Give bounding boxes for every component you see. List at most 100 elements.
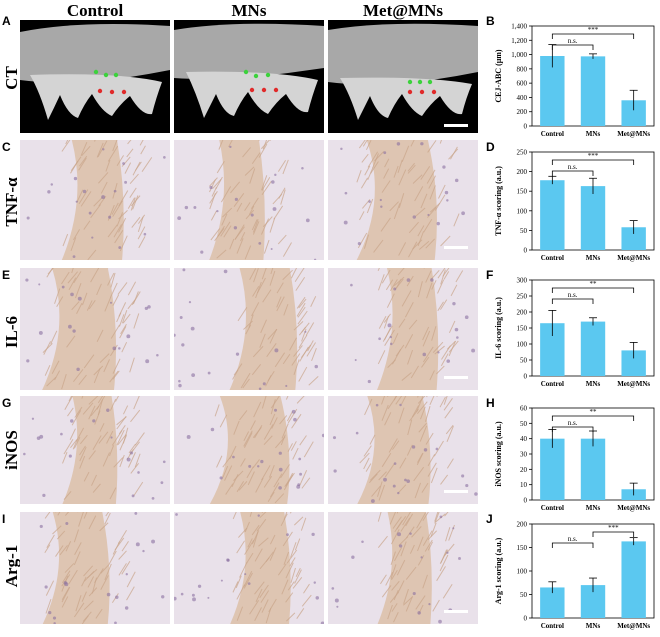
bar-metmns bbox=[621, 541, 645, 618]
tnf-image-met-mns bbox=[328, 140, 478, 260]
scale-bar bbox=[444, 376, 468, 379]
significance-bracket bbox=[593, 532, 634, 537]
il6-image-met-mns bbox=[328, 268, 478, 390]
significance-label: *** bbox=[608, 524, 619, 532]
panel-label-c: C bbox=[2, 140, 11, 154]
significance-bracket bbox=[552, 299, 593, 304]
y-tick-label: 600 bbox=[517, 80, 528, 88]
bar-mns bbox=[581, 322, 605, 376]
row-label-inos: iNOS bbox=[2, 410, 22, 490]
column-header-control: Control bbox=[20, 1, 170, 21]
y-tick-label: 50 bbox=[520, 591, 528, 599]
bar-mns bbox=[581, 186, 605, 250]
y-tick-label: 300 bbox=[517, 277, 528, 285]
inos-image-mns bbox=[174, 396, 324, 504]
x-tick-label: Met@MNs bbox=[617, 130, 650, 138]
significance-bracket bbox=[552, 427, 593, 432]
y-tick-label: 20 bbox=[520, 466, 528, 474]
bar-control bbox=[540, 439, 564, 500]
ct-image-control bbox=[20, 20, 170, 133]
x-tick-label: Control bbox=[541, 504, 564, 512]
significance-label: n.s. bbox=[568, 163, 578, 171]
inos-image-control bbox=[20, 396, 170, 504]
x-tick-label: MNs bbox=[586, 504, 601, 512]
significance-label: n.s. bbox=[568, 37, 578, 45]
panel-label-g: G bbox=[2, 396, 11, 410]
y-tick-label: 200 bbox=[517, 108, 528, 116]
panel-label-a: A bbox=[2, 14, 11, 28]
scale-bar bbox=[444, 124, 468, 127]
y-tick-label: 150 bbox=[517, 188, 528, 196]
x-tick-label: Control bbox=[541, 622, 564, 630]
scale-bar bbox=[444, 610, 468, 613]
y-tick-label: 40 bbox=[520, 435, 528, 443]
y-tick-label: 100 bbox=[517, 341, 528, 349]
y-tick-label: 150 bbox=[517, 544, 528, 552]
panel-label-e: E bbox=[2, 268, 10, 282]
x-tick-label: MNs bbox=[586, 380, 601, 388]
column-header-met-mns: Met@MNs bbox=[328, 1, 478, 21]
y-tick-label: 0 bbox=[524, 615, 528, 623]
y-tick-label: 1,200 bbox=[511, 37, 527, 45]
y-tick-label: 800 bbox=[517, 65, 528, 73]
x-tick-label: Met@MNs bbox=[617, 254, 650, 262]
scale-bar bbox=[444, 246, 468, 249]
il6-image-control bbox=[20, 268, 170, 390]
bar-chart-b: 0 200 400 600 800 1,000 1,200 1,400 CEJ-ABC (μm)… bbox=[490, 22, 658, 140]
x-tick-label: MNs bbox=[586, 254, 601, 262]
significance-label: ** bbox=[590, 408, 598, 416]
y-tick-label: 30 bbox=[520, 451, 528, 459]
arg1-image-mns bbox=[174, 512, 324, 624]
y-tick-label: 10 bbox=[520, 481, 528, 489]
significance-label: n.s. bbox=[568, 291, 578, 299]
y-tick-label: 250 bbox=[517, 293, 528, 301]
bar-mns bbox=[581, 56, 605, 126]
y-tick-label: 0 bbox=[524, 247, 528, 255]
tnf-image-control bbox=[20, 140, 170, 260]
y-tick-label: 50 bbox=[520, 227, 528, 235]
y-axis-label: Arg-1 scoring (a.u.) bbox=[494, 537, 503, 604]
panel-label-i: I bbox=[2, 512, 5, 526]
significance-label: *** bbox=[588, 26, 599, 34]
y-tick-label: 250 bbox=[517, 149, 528, 157]
arg1-image-met-mns bbox=[328, 512, 478, 624]
y-tick-label: 0 bbox=[524, 123, 528, 131]
y-axis-label: CEJ-ABC (μm) bbox=[494, 49, 503, 103]
y-axis-label: TNF-α scoring (a.u.) bbox=[494, 166, 503, 236]
significance-bracket bbox=[552, 416, 633, 421]
y-axis-label: iNOS scoring (a.u.) bbox=[494, 421, 503, 487]
row-label-arg1: Arg-1 bbox=[2, 526, 22, 606]
significance-bracket bbox=[552, 171, 593, 176]
significance-bracket bbox=[552, 288, 633, 293]
y-tick-label: 400 bbox=[517, 94, 528, 102]
significance-bracket bbox=[552, 34, 633, 39]
significance-bracket bbox=[552, 543, 593, 548]
tnf-image-mns bbox=[174, 140, 324, 260]
y-tick-label: 0 bbox=[524, 497, 528, 505]
y-tick-label: 50 bbox=[520, 357, 528, 365]
inos-image-met-mns bbox=[328, 396, 478, 504]
row-label-ct: CT bbox=[2, 38, 22, 118]
significance-label: n.s. bbox=[568, 535, 578, 543]
y-tick-label: 200 bbox=[517, 521, 528, 529]
ct-image-met-mns bbox=[328, 20, 478, 133]
x-tick-label: Met@MNs bbox=[617, 504, 650, 512]
significance-label: ** bbox=[590, 280, 598, 288]
y-tick-label: 150 bbox=[517, 325, 528, 333]
significance-bracket bbox=[552, 45, 593, 50]
y-tick-label: 60 bbox=[520, 405, 528, 413]
x-tick-label: Control bbox=[541, 130, 564, 138]
y-tick-label: 200 bbox=[517, 309, 528, 317]
y-tick-label: 100 bbox=[517, 568, 528, 576]
significance-bracket bbox=[552, 160, 633, 165]
row-label-il6: IL-6 bbox=[2, 292, 22, 372]
x-tick-label: Met@MNs bbox=[617, 380, 650, 388]
y-tick-label: 1,400 bbox=[511, 23, 527, 31]
y-tick-label: 1,000 bbox=[511, 51, 527, 59]
ct-image-mns bbox=[174, 20, 324, 133]
x-tick-label: MNs bbox=[586, 130, 601, 138]
